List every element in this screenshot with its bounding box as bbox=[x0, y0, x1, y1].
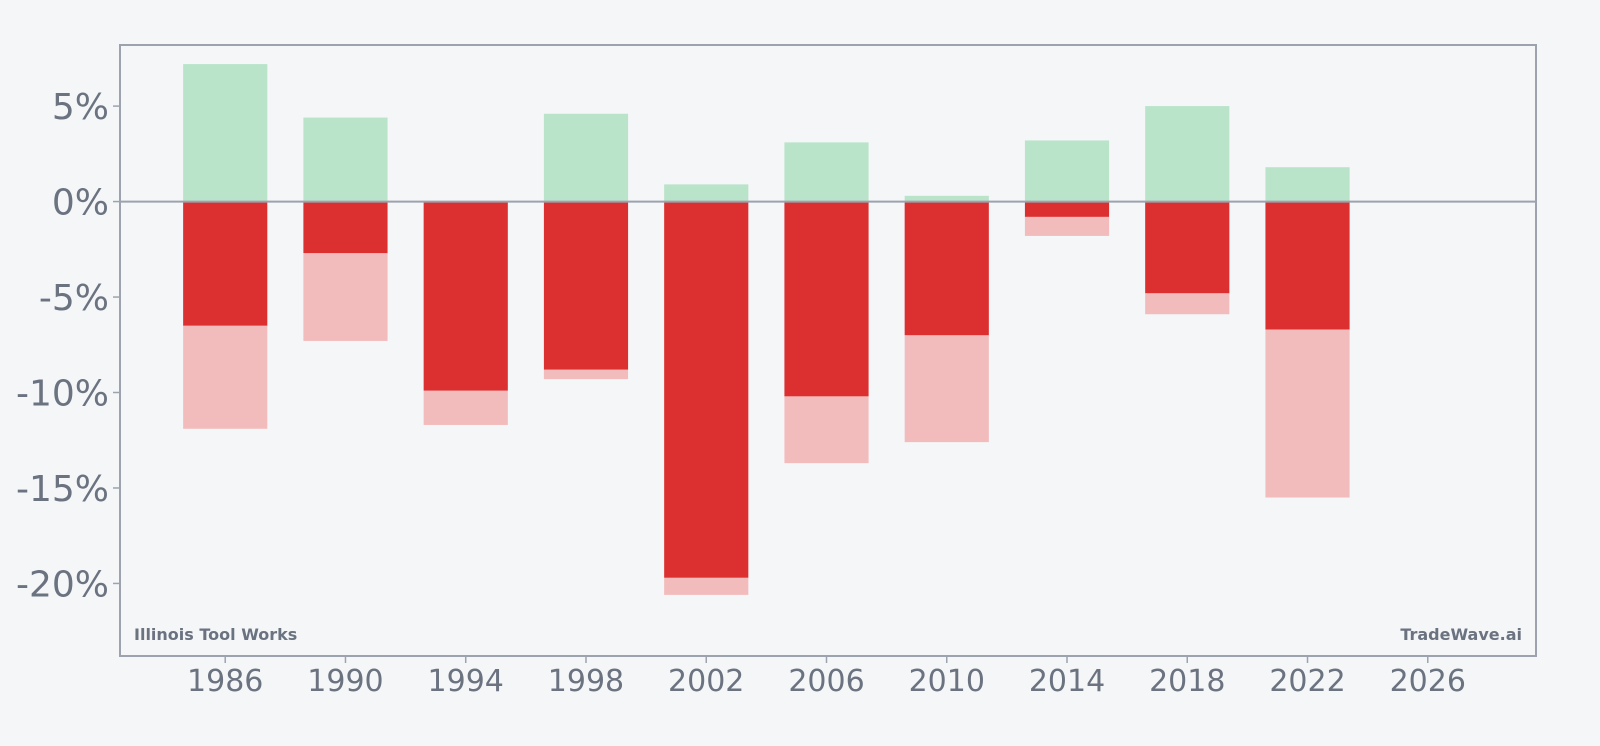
bar-group-2018 bbox=[1145, 106, 1230, 315]
x-tick-label: 1990 bbox=[307, 664, 383, 699]
x-tick-label: 2018 bbox=[1149, 664, 1225, 699]
bar-gain-2010 bbox=[904, 195, 989, 202]
bar-group-1986 bbox=[183, 64, 268, 429]
bar-gain-2022 bbox=[1265, 167, 1350, 202]
bar-group-1990 bbox=[303, 117, 388, 341]
bar-low-1998 bbox=[543, 369, 629, 380]
bar-low-2002 bbox=[664, 577, 749, 595]
x-tick-label: 1998 bbox=[548, 664, 624, 699]
x-tick-label: 2022 bbox=[1269, 664, 1345, 699]
x-tick-label: 2026 bbox=[1390, 664, 1466, 699]
y-tick-label: 0% bbox=[52, 183, 109, 224]
bar-drawdown-1998 bbox=[543, 201, 629, 370]
bar-gain-2006 bbox=[784, 142, 869, 202]
y-tick-label: -5% bbox=[39, 278, 109, 319]
x-axis: 1986 1990 1994 1998 2002 2006 2010 2014 2018 2022… bbox=[187, 656, 1466, 699]
bar-drawdown-2010 bbox=[904, 201, 989, 336]
bar-group-2014 bbox=[1024, 140, 1110, 236]
y-tick-label: -10% bbox=[16, 374, 109, 415]
x-tick-label: 2014 bbox=[1029, 664, 1105, 699]
bar-group-2010 bbox=[904, 195, 989, 443]
bar-low-1990 bbox=[303, 253, 388, 341]
watermark-company: Illinois Tool Works bbox=[134, 625, 297, 644]
bar-gain-2014 bbox=[1024, 140, 1110, 202]
bar-low-2014 bbox=[1024, 216, 1110, 236]
bar-drawdown-1994 bbox=[423, 201, 508, 391]
bar-group-2002 bbox=[664, 184, 749, 595]
bar-drawdown-2022 bbox=[1265, 201, 1350, 330]
x-tick-label: 2010 bbox=[909, 664, 985, 699]
bar-drawdown-2002 bbox=[664, 201, 749, 578]
bar-gain-1998 bbox=[543, 113, 629, 202]
bar-drawdown-2014 bbox=[1024, 201, 1110, 217]
y-tick-label: 5% bbox=[52, 87, 109, 128]
x-tick-label: 2006 bbox=[788, 664, 864, 699]
bar-drawdown-1990 bbox=[303, 201, 388, 254]
bar-low-2010 bbox=[904, 335, 989, 443]
bar-drawdown-1986 bbox=[183, 201, 268, 326]
bar-gain-1990 bbox=[303, 117, 388, 202]
bars-layer bbox=[183, 64, 1350, 595]
bar-drawdown-2006 bbox=[784, 201, 869, 397]
bar-low-1986 bbox=[183, 325, 268, 429]
bar-gain-2002 bbox=[664, 184, 749, 202]
bar-low-1994 bbox=[423, 390, 508, 425]
bar-gain-1986 bbox=[183, 64, 268, 202]
bar-group-1998 bbox=[543, 113, 629, 380]
y-tick-label: -20% bbox=[16, 564, 109, 605]
bar-group-2006 bbox=[784, 142, 869, 464]
x-tick-label: 1986 bbox=[187, 664, 263, 699]
y-tick-label: -15% bbox=[16, 469, 109, 510]
bar-low-2022 bbox=[1265, 329, 1350, 498]
bar-group-2022 bbox=[1265, 167, 1350, 498]
watermark-brand: TradeWave.ai bbox=[1400, 625, 1522, 644]
bar-drawdown-2018 bbox=[1145, 201, 1230, 294]
y-axis: 5% 0% -5% -10% -15% -20% bbox=[16, 87, 120, 605]
x-tick-label: 2002 bbox=[668, 664, 744, 699]
x-tick-label: 1994 bbox=[428, 664, 504, 699]
bar-group-1994 bbox=[423, 201, 508, 425]
bar-low-2018 bbox=[1145, 293, 1230, 315]
bar-gain-2018 bbox=[1145, 106, 1230, 202]
bar-low-2006 bbox=[784, 396, 869, 464]
